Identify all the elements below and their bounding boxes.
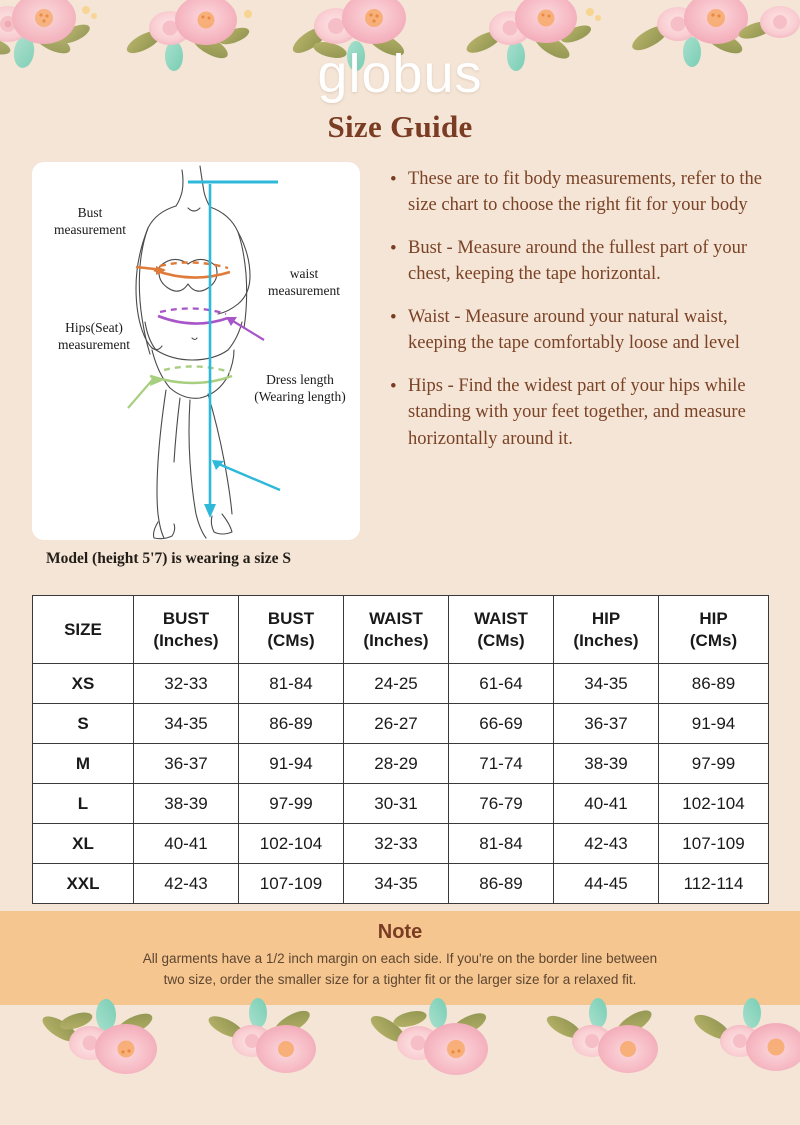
dress-length-line: [188, 180, 281, 518]
instruction-text: Waist - Measure around your natural wais…: [408, 306, 740, 354]
table-header-row: SIZE BUST (Inches) BUST (CMs) WAIST (Inc…: [32, 595, 769, 664]
column-header-hip-cms: HIP (CMs): [658, 595, 769, 664]
note-title: Note: [377, 921, 423, 943]
cell-hip-in: 36-37: [553, 703, 659, 744]
list-item: • Waist - Measure around your natural wa…: [388, 304, 768, 357]
cell-bust-cm: 102-104: [238, 823, 344, 864]
cell-bust-in: 38-39: [133, 783, 239, 824]
cell-size: XXL: [32, 863, 134, 904]
cell-hip-cm: 91-94: [658, 703, 769, 744]
list-item: • These are to fit body measurements, re…: [388, 166, 768, 219]
hips-label-line2: measurement: [58, 337, 130, 352]
cell-hip-cm: 97-99: [658, 743, 769, 784]
page-header: globus Size Guide: [0, 46, 800, 145]
waist-label-line1: waist: [290, 266, 319, 281]
cell-waist-in: 30-31: [343, 783, 449, 824]
column-header-waist-inches: WAIST (Inches): [343, 595, 449, 664]
model-caption: Model (height 5'7) is wearing a size S: [46, 550, 291, 567]
bust-label-line1: Bust: [78, 205, 103, 220]
cell-size: L: [32, 783, 134, 824]
cell-bust-cm: 91-94: [238, 743, 344, 784]
cell-waist-cm: 71-74: [448, 743, 554, 784]
cell-waist-in: 24-25: [343, 663, 449, 704]
cell-bust-cm: 97-99: [238, 783, 344, 824]
column-header-waist-cms: WAIST (CMs): [448, 595, 554, 664]
cell-hip-cm: 107-109: [658, 823, 769, 864]
hips-label-line1: Hips(Seat): [65, 320, 123, 335]
bust-label-line2: measurement: [54, 222, 126, 237]
cell-waist-cm: 81-84: [448, 823, 554, 864]
cell-size: M: [32, 743, 134, 784]
brand-logo: globus: [317, 44, 483, 104]
bullet-dot-icon: •: [390, 237, 397, 259]
cell-waist-cm: 61-64: [448, 663, 554, 704]
cell-hip-cm: 112-114: [658, 863, 769, 904]
cell-hip-cm: 86-89: [658, 663, 769, 704]
note-section: Note All garments have a 1/2 inch margin…: [0, 911, 800, 1005]
instruction-text: Bust - Measure around the fullest part o…: [408, 237, 748, 285]
cell-bust-in: 32-33: [133, 663, 239, 704]
cell-size: XS: [32, 663, 134, 704]
table-row: XXL 42-43 107-109 34-35 86-89 44-45 112-…: [32, 863, 769, 904]
table-row: L 38-39 97-99 30-31 76-79 40-41 102-104: [32, 783, 769, 824]
measurement-diagram-icon: Bust measurement waist measurement Hips(…: [54, 165, 346, 540]
column-header-hip-inches: HIP (Inches): [553, 595, 659, 664]
instructions-list: • These are to fit body measurements, re…: [388, 162, 768, 468]
cell-waist-in: 26-27: [343, 703, 449, 744]
table-row: S 34-35 86-89 26-27 66-69 36-37 91-94: [32, 703, 769, 744]
waist-measure-line: [157, 307, 265, 341]
instruction-text: These are to fit body measurements, refe…: [408, 169, 762, 216]
bullet-dot-icon: •: [390, 169, 397, 190]
cell-waist-cm: 76-79: [448, 783, 554, 824]
length-label-line2: (Wearing length): [254, 389, 346, 404]
cell-hip-in: 34-35: [553, 663, 659, 704]
note-text-line2: two size, order the smaller size for a t…: [163, 971, 637, 987]
cell-hip-in: 44-45: [553, 863, 659, 904]
cell-bust-cm: 81-84: [238, 663, 344, 704]
cell-hip-in: 42-43: [553, 823, 659, 864]
column-header-size: SIZE: [32, 595, 134, 664]
page-title: Size Guide: [327, 108, 473, 144]
bust-measure-line: [135, 261, 231, 279]
size-chart-table: SIZE BUST (Inches) BUST (CMs) WAIST (Inc…: [32, 595, 769, 904]
column-header-bust-cms: BUST (CMs): [238, 595, 344, 664]
table-row: M 36-37 91-94 28-29 71-74 38-39 97-99: [32, 743, 769, 784]
cell-hip-in: 38-39: [553, 743, 659, 784]
table-row: XS 32-33 81-84 24-25 61-64 34-35 86-89: [32, 663, 769, 704]
waist-label-line2: measurement: [268, 283, 340, 298]
bullet-dot-icon: •: [390, 375, 397, 397]
note-text-line1: All garments have a 1/2 inch margin on e…: [142, 951, 658, 966]
cell-hip-in: 40-41: [553, 783, 659, 824]
list-item: • Hips - Find the widest part of your hi…: [388, 373, 768, 452]
cell-waist-in: 32-33: [343, 823, 449, 864]
column-header-bust-inches: BUST (Inches): [133, 595, 239, 664]
cell-bust-in: 40-41: [133, 823, 239, 864]
cell-hip-cm: 102-104: [658, 783, 769, 824]
length-label-line1: Dress length: [266, 372, 334, 387]
hips-measure-line: [127, 365, 233, 409]
cell-waist-in: 34-35: [343, 863, 449, 904]
cell-bust-cm: 107-109: [238, 863, 344, 904]
cell-waist-in: 28-29: [343, 743, 449, 784]
cell-bust-in: 42-43: [133, 863, 239, 904]
table-row: XL 40-41 102-104 32-33 81-84 42-43 107-1…: [32, 823, 769, 864]
cell-bust-in: 36-37: [133, 743, 239, 784]
model-figure-card: Bust measurement waist measurement Hips(…: [32, 162, 360, 540]
cell-waist-cm: 66-69: [448, 703, 554, 744]
cell-bust-in: 34-35: [133, 703, 239, 744]
cell-bust-cm: 86-89: [238, 703, 344, 744]
list-item: • Bust - Measure around the fullest part…: [388, 235, 768, 288]
instruction-text: Hips - Find the widest part of your hips…: [408, 375, 746, 449]
size-chart: SIZE BUST (Inches) BUST (CMs) WAIST (Inc…: [32, 595, 769, 904]
bullet-dot-icon: •: [390, 306, 397, 328]
cell-waist-cm: 86-89: [448, 863, 554, 904]
cell-size: XL: [32, 823, 134, 864]
measurement-overview: Bust measurement waist measurement Hips(…: [32, 162, 768, 540]
cell-size: S: [32, 703, 134, 744]
